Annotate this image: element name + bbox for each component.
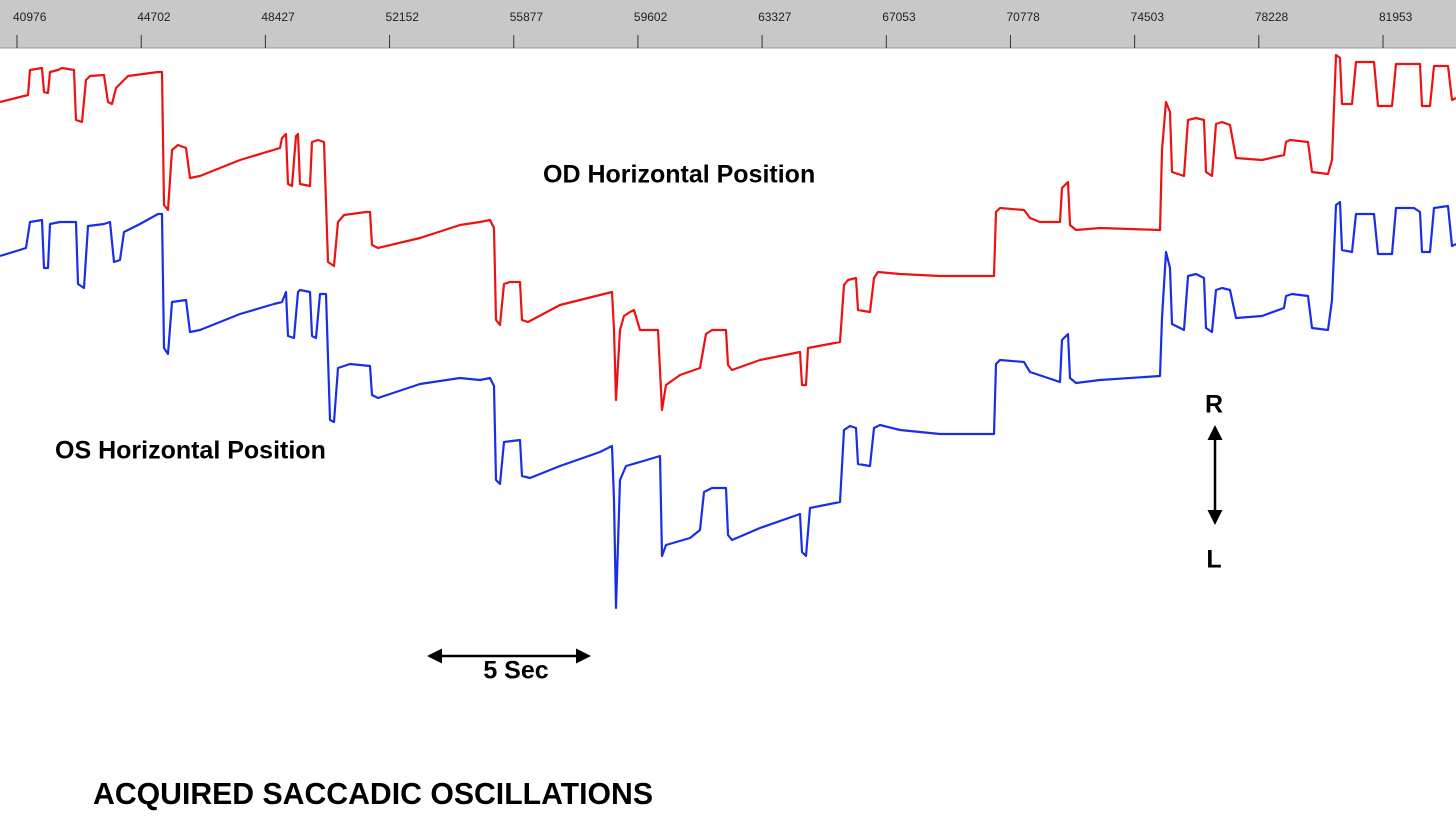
od-label: OD Horizontal Position (543, 161, 815, 189)
tick-label: 55877 (510, 10, 544, 24)
tick-label: 44702 (137, 10, 171, 24)
tick-label: 59602 (634, 10, 668, 24)
scale-label: 5 Sec (483, 657, 548, 685)
tick-label: 67053 (882, 10, 916, 24)
os-trace (0, 200, 1456, 610)
tick-label: 40976 (13, 10, 47, 24)
tick-label: 52152 (386, 10, 420, 24)
os-label: OS Horizontal Position (55, 437, 326, 465)
tick-label: 78228 (1255, 10, 1289, 24)
left-label: L (1206, 546, 1221, 574)
tick-label: 48427 (261, 10, 295, 24)
chart-title: ACQUIRED SACCADIC OSCILLATIONS (93, 776, 653, 811)
tick-label: 81953 (1379, 10, 1413, 24)
right-label: R (1205, 391, 1223, 419)
tick-label: 70778 (1006, 10, 1040, 24)
od-trace (0, 53, 1456, 412)
time-ruler (0, 0, 1456, 48)
ticks: 40976 44702 48427 52152 55877 59602 63327 67053… (13, 10, 1413, 48)
tick-label: 63327 (758, 10, 792, 24)
tick-label: 74503 (1131, 10, 1165, 24)
